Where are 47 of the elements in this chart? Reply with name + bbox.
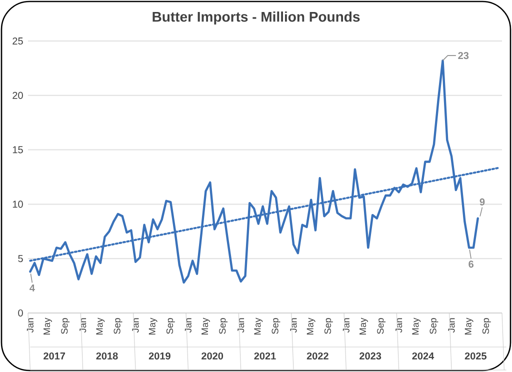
text: 2024 bbox=[412, 352, 434, 360]
x-tick-label: May bbox=[464, 318, 474, 335]
x-tick-label: Sep bbox=[324, 318, 333, 334]
x-tick-label: May bbox=[202, 318, 210, 335]
x-tick-label: May bbox=[148, 318, 158, 335]
text: 2017 bbox=[44, 352, 66, 360]
text: 2020 bbox=[202, 352, 224, 360]
x-tick-label: Jan bbox=[396, 318, 402, 333]
data-label: 9 bbox=[480, 198, 485, 206]
x-tick-label: May bbox=[254, 318, 263, 335]
x-tick-label: May bbox=[412, 318, 421, 335]
x-tick-label: Jan bbox=[448, 318, 455, 333]
x-tick-label: Sep bbox=[377, 318, 386, 334]
text: 2021 bbox=[254, 352, 276, 360]
x-tick-label: Sep bbox=[272, 318, 280, 334]
text: 2023 bbox=[360, 352, 382, 360]
x-tick-label: Jan bbox=[290, 318, 297, 333]
x-tick-label: May bbox=[360, 318, 368, 335]
y-tick-label: 15 bbox=[12, 146, 23, 154]
x-tick-label: Sep bbox=[61, 318, 70, 334]
text: 2025 bbox=[464, 352, 487, 360]
y-tick-label: 20 bbox=[12, 92, 23, 99]
y-tick-label: 0 bbox=[18, 309, 23, 317]
data-label: 6 bbox=[468, 260, 474, 268]
x-tick-label: Jan bbox=[26, 318, 34, 333]
text: 2022 bbox=[306, 352, 328, 360]
x-tick-label: Sep bbox=[482, 318, 491, 334]
x-tick-label: Jan bbox=[342, 318, 350, 333]
text: 2019 bbox=[148, 352, 170, 360]
y-tick-label: 10 bbox=[12, 200, 23, 208]
text: 2018 bbox=[96, 352, 118, 360]
chart-title: Butter Imports - Million Pounds bbox=[152, 11, 360, 25]
x-tick-label: May bbox=[306, 318, 316, 335]
x-tick-label: Jan bbox=[132, 318, 139, 333]
x-tick-label: Jan bbox=[184, 318, 192, 333]
x-tick-label: Sep bbox=[166, 318, 175, 334]
x-tick-label: May bbox=[96, 318, 105, 335]
x-tick-label: Jan bbox=[80, 318, 86, 333]
data-label: 23 bbox=[458, 52, 469, 60]
x-tick-label: Sep bbox=[430, 318, 438, 334]
x-tick-label: Sep bbox=[219, 318, 228, 334]
x-tick-label: May bbox=[44, 318, 52, 335]
data-label: 4 bbox=[30, 284, 35, 292]
x-tick-label: Sep bbox=[114, 318, 122, 334]
y-tick-label: 5 bbox=[18, 255, 23, 262]
y-tick-label: 25 bbox=[12, 37, 23, 45]
x-tick-label: Jan bbox=[238, 318, 244, 333]
